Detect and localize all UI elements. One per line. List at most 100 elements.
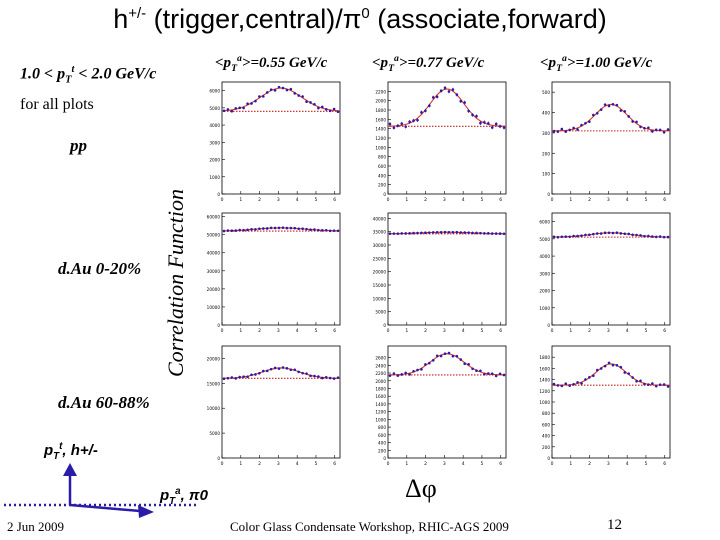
data-point — [459, 231, 463, 234]
data-point — [471, 367, 474, 371]
y-tick-label: 60000 — [207, 215, 221, 220]
x-tick-label: 6 — [499, 461, 502, 467]
data-point — [662, 235, 666, 239]
y-tick-label: 35000 — [373, 230, 387, 235]
y-tick-label: 2600 — [375, 356, 386, 361]
data-point — [400, 122, 404, 125]
data-point — [487, 232, 490, 235]
data-point — [447, 90, 451, 93]
column-header-1: <pTa>=0.55 GeV/c — [215, 53, 328, 74]
y-tick-label: 40000 — [207, 251, 221, 256]
data-point — [662, 131, 666, 134]
data-point — [455, 230, 459, 234]
fit-curve — [551, 232, 670, 238]
row-label-dau-central: d.Au 0-20% — [58, 259, 142, 278]
y-tick-label: 2000 — [375, 99, 386, 104]
y-tick-label: 15000 — [373, 283, 387, 288]
y-tick-label: 1400 — [375, 402, 386, 407]
y-tick-label: 1600 — [375, 394, 386, 399]
data-point — [309, 101, 312, 104]
data-point — [607, 361, 611, 365]
data-point — [451, 230, 455, 234]
x-tick-label: 3 — [443, 461, 446, 467]
y-tick-label: 2200 — [375, 371, 386, 376]
x-tick-label: 5 — [315, 328, 318, 334]
data-point — [666, 128, 670, 131]
data-point — [560, 384, 564, 388]
data-point — [328, 376, 332, 380]
data-point — [226, 229, 230, 232]
data-point — [627, 372, 630, 375]
data-point — [451, 88, 455, 91]
x-tick-label: 4 — [462, 461, 465, 467]
data-point — [592, 113, 595, 117]
data-point — [463, 231, 467, 234]
data-point — [281, 366, 285, 369]
data-point — [324, 108, 328, 111]
data-point — [595, 232, 599, 235]
data-point — [599, 108, 603, 111]
data-point — [572, 382, 575, 386]
data-point — [479, 121, 482, 125]
x-tick-label: 4 — [462, 328, 465, 334]
data-point — [576, 234, 579, 238]
data-point — [408, 232, 411, 235]
data-point — [309, 228, 312, 231]
data-point — [498, 125, 502, 128]
data-point — [463, 362, 467, 365]
data-point — [556, 384, 560, 387]
data-point — [258, 227, 261, 231]
y-tick-label: 1000 — [375, 145, 386, 150]
data-point — [595, 368, 599, 372]
x-tick-label: 2 — [424, 328, 427, 334]
x-tick-label: 1 — [239, 328, 242, 334]
x-tick-label: 1 — [405, 461, 408, 467]
y-tick-label: 3000 — [539, 271, 550, 276]
data-point — [265, 369, 269, 373]
y-tick-label: 4000 — [539, 254, 550, 259]
data-point — [463, 101, 467, 104]
data-point — [305, 100, 308, 104]
data-point — [556, 130, 560, 133]
x-tick-label: 2 — [424, 197, 427, 203]
data-point — [313, 228, 316, 231]
data-point — [467, 231, 470, 234]
y-tick-label: 15000 — [207, 381, 221, 386]
data-point — [226, 108, 230, 111]
x-tick-label: 1 — [405, 197, 408, 203]
data-point — [250, 228, 253, 231]
data-point — [666, 235, 670, 239]
data-point — [654, 235, 658, 239]
data-point — [666, 385, 670, 388]
x-tick-label: 4 — [626, 328, 629, 334]
y-tick-label: 6000 — [209, 89, 220, 94]
data-point — [443, 86, 447, 90]
data-point — [254, 373, 257, 376]
y-tick-label: 10000 — [373, 296, 387, 301]
y-tick-label: 600 — [542, 422, 550, 427]
data-point — [412, 119, 415, 122]
slide-title: h+/- (trigger,central)/π0 (associate,for… — [113, 4, 607, 34]
data-point — [388, 374, 392, 377]
data-point — [301, 95, 304, 98]
data-point — [431, 231, 435, 234]
y-tick-label: 2000 — [375, 379, 386, 384]
data-point — [607, 231, 611, 235]
data-point — [258, 371, 261, 375]
data-point — [289, 368, 293, 372]
data-point — [654, 384, 658, 388]
x-tick-label: 3 — [607, 461, 610, 467]
x-tick-label: 4 — [296, 328, 299, 334]
data-point — [447, 351, 451, 355]
x-tick-label: 2 — [588, 197, 591, 203]
data-point — [313, 374, 316, 378]
data-point — [599, 232, 603, 235]
data-point — [635, 379, 638, 383]
y-tick-label: 1000 — [375, 417, 386, 422]
data-point — [619, 109, 623, 112]
data-point — [321, 105, 324, 109]
data-point — [611, 363, 615, 367]
data-point — [250, 102, 253, 105]
data-point — [483, 232, 486, 235]
data-point — [262, 227, 265, 230]
